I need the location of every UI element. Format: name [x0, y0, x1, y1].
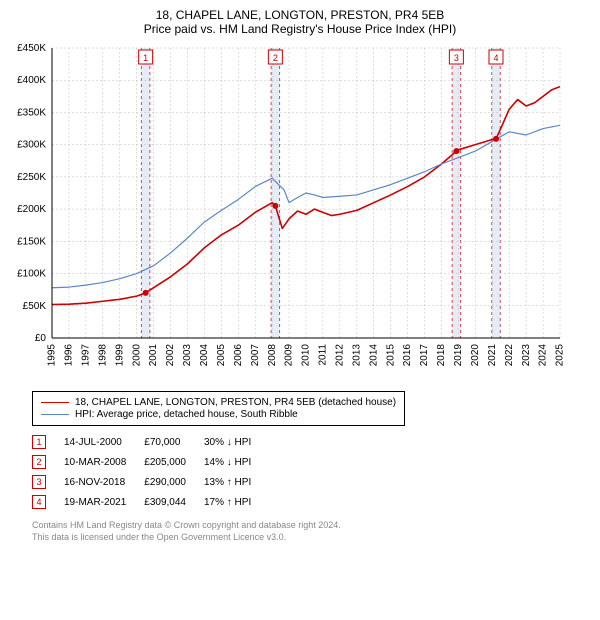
attribution-line1: Contains HM Land Registry data © Crown c…: [32, 520, 592, 532]
transaction-delta: 17% ↑ HPI: [204, 492, 269, 512]
svg-text:2002: 2002: [165, 344, 176, 367]
transactions-table: 1 14-JUL-2000£70,00030% ↓ HPI 2 10-MAR-2008…: [32, 432, 269, 512]
svg-text:2014: 2014: [368, 344, 379, 367]
attribution-line2: This data is licensed under the Open Gov…: [32, 532, 592, 544]
svg-text:2017: 2017: [419, 344, 430, 367]
svg-text:1996: 1996: [64, 344, 75, 367]
transaction-price: £205,000: [144, 452, 204, 472]
svg-text:£250K: £250K: [17, 172, 46, 183]
svg-text:2019: 2019: [453, 344, 464, 367]
transaction-delta: 13% ↑ HPI: [204, 472, 269, 492]
svg-text:£0: £0: [35, 333, 47, 344]
svg-text:2005: 2005: [216, 344, 227, 367]
svg-text:2004: 2004: [199, 344, 210, 367]
transaction-price: £290,000: [144, 472, 204, 492]
svg-text:2010: 2010: [301, 344, 312, 367]
legend-label-hpi: HPI: Average price, detached house, Sout…: [75, 409, 298, 420]
transaction-row: 1 14-JUL-2000£70,00030% ↓ HPI: [32, 432, 269, 452]
svg-text:2001: 2001: [148, 344, 159, 367]
svg-text:2023: 2023: [521, 344, 532, 367]
svg-text:£100K: £100K: [17, 269, 46, 280]
legend-row-hpi: HPI: Average price, detached house, Sout…: [41, 409, 396, 420]
svg-text:1: 1: [143, 53, 148, 63]
svg-text:2009: 2009: [284, 344, 295, 367]
chart-container: £0 £50K £100K £150K £200K £250K £300K £350K £400…: [8, 40, 592, 385]
svg-text:4: 4: [493, 53, 498, 63]
svg-text:1995: 1995: [47, 344, 58, 367]
svg-text:3: 3: [454, 53, 459, 63]
transaction-marker: 1: [32, 435, 46, 449]
svg-text:2015: 2015: [385, 344, 396, 367]
svg-text:1997: 1997: [81, 344, 92, 367]
svg-text:£200K: £200K: [17, 204, 46, 215]
svg-text:£450K: £450K: [17, 43, 46, 54]
title-line1: 18, CHAPEL LANE, LONGTON, PRESTON, PR4 5…: [8, 8, 592, 22]
svg-text:£50K: £50K: [23, 301, 47, 312]
svg-text:2007: 2007: [250, 344, 261, 367]
legend: 18, CHAPEL LANE, LONGTON, PRESTON, PR4 5…: [32, 391, 405, 426]
transaction-date: 14-JUL-2000: [64, 432, 144, 452]
transaction-marker: 3: [32, 475, 46, 489]
title-line2: Price paid vs. HM Land Registry's House …: [8, 22, 592, 36]
transaction-date: 19-MAR-2021: [64, 492, 144, 512]
transaction-price: £309,044: [144, 492, 204, 512]
svg-text:2016: 2016: [402, 344, 413, 367]
attribution: Contains HM Land Registry data © Crown c…: [32, 520, 592, 543]
transaction-row: 3 16-NOV-2018£290,00013% ↑ HPI: [32, 472, 269, 492]
transaction-delta: 14% ↓ HPI: [204, 452, 269, 472]
svg-text:2018: 2018: [436, 344, 447, 367]
price-chart: £0 £50K £100K £150K £200K £250K £300K £350K £400…: [8, 40, 568, 380]
svg-text:2024: 2024: [538, 344, 549, 367]
transaction-marker: 4: [32, 495, 46, 509]
legend-label-price: 18, CHAPEL LANE, LONGTON, PRESTON, PR4 5…: [75, 397, 396, 408]
svg-text:2000: 2000: [131, 344, 142, 367]
svg-text:£150K: £150K: [17, 236, 46, 247]
svg-text:2013: 2013: [351, 344, 362, 367]
legend-swatch-hpi: [41, 414, 69, 415]
svg-text:2025: 2025: [555, 344, 566, 367]
svg-text:£350K: £350K: [17, 107, 46, 118]
svg-text:2003: 2003: [182, 344, 193, 367]
svg-text:£400K: £400K: [17, 75, 46, 86]
svg-text:2008: 2008: [267, 344, 278, 367]
transaction-date: 10-MAR-2008: [64, 452, 144, 472]
transaction-delta: 30% ↓ HPI: [204, 432, 269, 452]
svg-text:£300K: £300K: [17, 140, 46, 151]
svg-text:2: 2: [273, 53, 278, 63]
transaction-row: 2 10-MAR-2008£205,00014% ↓ HPI: [32, 452, 269, 472]
transaction-date: 16-NOV-2018: [64, 472, 144, 492]
chart-title-block: 18, CHAPEL LANE, LONGTON, PRESTON, PR4 5…: [8, 8, 592, 36]
transaction-marker: 2: [32, 455, 46, 469]
svg-text:2021: 2021: [487, 344, 498, 367]
transaction-row: 4 19-MAR-2021£309,04417% ↑ HPI: [32, 492, 269, 512]
transaction-price: £70,000: [144, 432, 204, 452]
svg-text:1999: 1999: [114, 344, 125, 367]
svg-text:2012: 2012: [335, 344, 346, 367]
svg-text:2020: 2020: [470, 344, 481, 367]
svg-text:1998: 1998: [97, 344, 108, 367]
legend-row-price: 18, CHAPEL LANE, LONGTON, PRESTON, PR4 5…: [41, 397, 396, 408]
legend-swatch-price: [41, 402, 69, 404]
svg-text:2006: 2006: [233, 344, 244, 367]
svg-text:2022: 2022: [504, 344, 515, 367]
svg-text:2011: 2011: [318, 344, 329, 366]
